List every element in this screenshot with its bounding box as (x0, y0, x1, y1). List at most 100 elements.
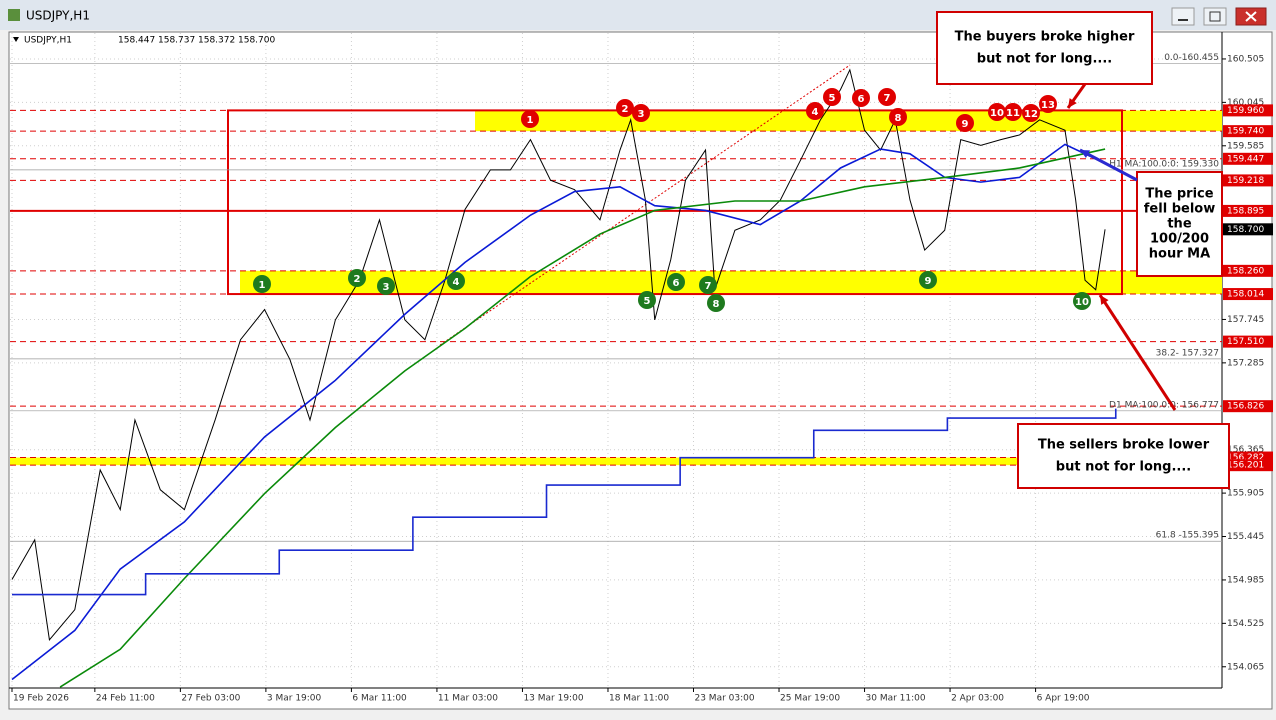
count-marker (806, 102, 824, 120)
x-tick-label: 18 Mar 11:00 (609, 694, 669, 704)
count-marker (889, 108, 907, 126)
callout-box (936, 11, 1153, 85)
x-tick-label: 23 Mar 03:00 (694, 694, 754, 704)
callout-text: but not for long.... (977, 52, 1112, 67)
count-marker (253, 275, 271, 293)
count-marker (852, 89, 870, 107)
price-label-bg (1223, 288, 1273, 301)
callout-text: The sellers broke lower (1038, 438, 1210, 453)
count-marker-label: 1 (259, 280, 266, 291)
support-zone (10, 457, 1222, 466)
count-marker-label: 4 (812, 107, 819, 118)
count-marker-label: 10 (990, 108, 1004, 119)
count-marker (919, 271, 937, 289)
ohlc-values: 158.447 158.737 158.372 158.700 (118, 36, 275, 46)
restore-button[interactable] (1203, 7, 1227, 26)
series-line (11, 143, 1106, 681)
callout-text: 100/200 (1150, 232, 1209, 247)
count-marker (638, 291, 656, 309)
y-tick-label: 155.905 (1227, 489, 1264, 499)
count-marker-label: 6 (858, 94, 865, 105)
count-marker (521, 110, 539, 128)
series-line (12, 408, 1117, 596)
count-marker (447, 272, 465, 290)
price-label-bg (1223, 335, 1273, 348)
support-zone (240, 270, 1222, 295)
reference-label: 0.0-160.455 (1164, 53, 1219, 63)
y-tick-label: 154.065 (1227, 662, 1264, 672)
callout-arrowhead (1080, 150, 1090, 159)
count-marker (1004, 103, 1022, 121)
x-tick-label: 25 Mar 19:00 (780, 694, 840, 704)
count-marker (1073, 292, 1091, 310)
price-label-bg (1223, 459, 1273, 472)
count-marker-label: 4 (453, 277, 460, 288)
reference-label: H1 MA:100.0:0: 159.330 (1109, 159, 1219, 169)
count-marker-label: 2 (622, 104, 629, 115)
count-marker (377, 277, 395, 295)
count-marker (988, 103, 1006, 121)
reference-label: 38.2- 157.327 (1156, 348, 1219, 358)
price-label: 159.740 (1227, 127, 1264, 137)
count-marker (632, 104, 650, 122)
y-tick-label: 157.285 (1227, 358, 1264, 368)
callout-box (1017, 423, 1230, 489)
callout-text: The buyers broke higher (955, 30, 1135, 45)
count-marker-label: 12 (1024, 109, 1038, 120)
reference-label: D1 MA:100.0:0: 156.777 (1109, 400, 1219, 410)
price-label-bg (1223, 125, 1273, 138)
count-marker (667, 273, 685, 291)
x-tick-label: 13 Mar 19:00 (523, 694, 583, 704)
window-buttons[interactable] (1171, 7, 1267, 26)
count-marker (956, 114, 974, 132)
price-label: 159.218 (1227, 176, 1264, 186)
symbol-menu-arrow (13, 37, 19, 42)
count-marker-label: 8 (895, 113, 902, 124)
count-marker (699, 276, 717, 294)
reference-label: 61.8 -155.395 (1156, 531, 1219, 541)
x-tick-label: 2 Apr 03:00 (951, 694, 1004, 704)
window-icon (8, 9, 20, 21)
count-marker (878, 88, 896, 106)
price-label-bg (1223, 204, 1273, 217)
series-line (11, 68, 1106, 642)
price-label-bg (1223, 152, 1273, 165)
close-icon (1245, 11, 1257, 22)
price-label-bg (1223, 104, 1273, 117)
count-marker (1022, 104, 1040, 122)
count-marker-label: 11 (1006, 108, 1020, 119)
price-label: 158.700 (1227, 225, 1264, 235)
chart-area (8, 31, 1273, 710)
restore-icon (1209, 11, 1221, 22)
price-label: 159.447 (1227, 154, 1264, 164)
trend-line (439, 64, 851, 346)
count-marker (1039, 95, 1057, 113)
series-line (59, 148, 1106, 688)
count-marker (616, 99, 634, 117)
price-label: 156.201 (1227, 461, 1264, 471)
x-tick-label: 6 Mar 11:00 (352, 694, 407, 704)
ohlc-value: 158.372 (198, 36, 235, 46)
ohlc-value: 158.447 (118, 36, 155, 46)
minimize-button[interactable] (1171, 7, 1195, 26)
callout-arrow (1098, 294, 1177, 411)
y-tick-label: 155.445 (1227, 532, 1264, 542)
price-label-bg (1223, 174, 1273, 187)
count-marker-label: 2 (354, 274, 361, 285)
count-marker-label: 10 (1075, 297, 1089, 308)
count-marker-label: 3 (638, 109, 645, 120)
count-marker-label: 8 (713, 299, 720, 310)
count-marker (823, 88, 841, 106)
price-label-bg (1223, 264, 1273, 277)
callout-text: The price (1145, 187, 1213, 202)
count-marker-label: 5 (644, 296, 651, 307)
y-tick-label: 156.365 (1227, 445, 1264, 455)
callout-text: fell below (1144, 202, 1215, 217)
count-marker-label: 9 (962, 119, 969, 130)
callout-text: the (1167, 217, 1191, 232)
price-label: 158.895 (1227, 206, 1264, 216)
count-marker-label: 13 (1041, 100, 1055, 111)
callout-arrowhead (1100, 295, 1109, 305)
x-tick-label: 3 Mar 19:00 (267, 694, 322, 704)
